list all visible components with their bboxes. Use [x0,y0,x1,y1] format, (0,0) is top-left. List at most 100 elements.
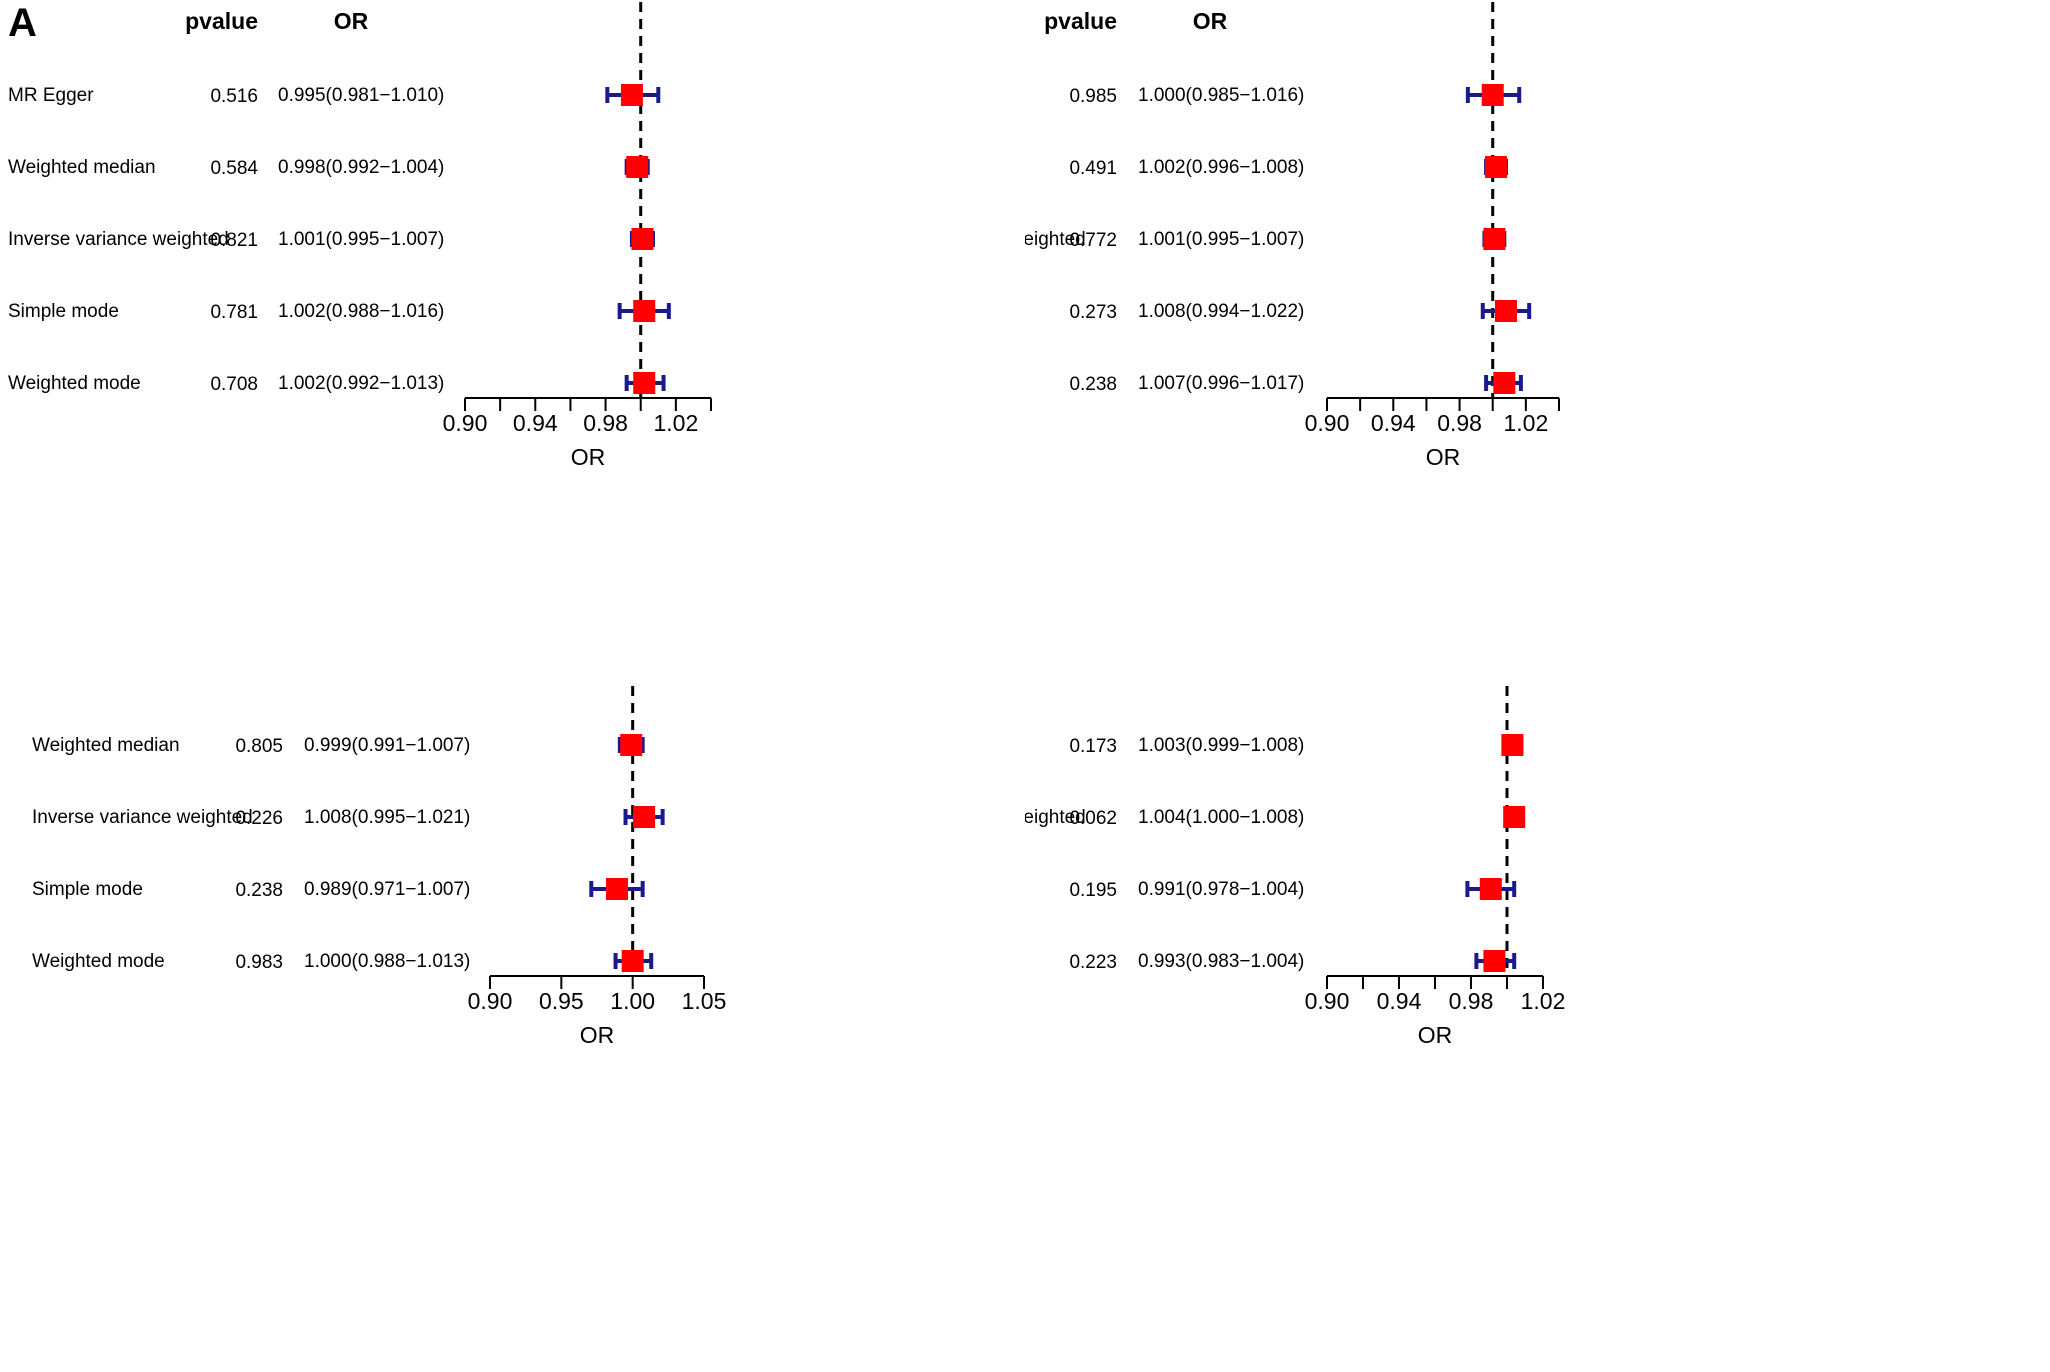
x-axis-title: OR [1426,444,1461,470]
or-ci-text: 0.999(0.991−1.007) [304,735,470,756]
pvalue-text: 0.195 [1069,880,1117,901]
or-point [1483,228,1506,250]
or-ci-text: 1.008(0.995−1.021) [304,807,470,828]
forest-row: Weighted median 0.805 0.999(0.991−1.007) [32,734,645,757]
column-header-pvalue: pvalue [1044,8,1117,34]
or-point [1493,372,1516,394]
column-header-pvalue: pvalue [185,8,258,34]
pvalue-text: 0.985 [1069,86,1117,107]
or-ci-text: 1.004(1.000−1.008) [1138,807,1304,828]
method-label: Inverse variance weighted [32,807,253,828]
pvalue-text: 0.805 [235,736,283,757]
column-header-or: OR [334,8,369,34]
method-label: MR Egger [8,85,94,106]
x-tick-label: 0.94 [513,410,558,436]
method-label: Weighted median [32,735,180,756]
pvalue-text: 0.584 [210,158,258,179]
forest-row: MR Egger 0.516 0.995(0.981−1.010) [8,84,661,107]
or-ci-text: 0.993(0.983−1.004) [1138,951,1304,972]
or-point [605,878,628,900]
x-tick-label: 0.90 [1305,988,1350,1014]
forest-panel-d: DpvalueORMR Egger0.5551.003(0.993−1.012)… [1025,686,2050,1372]
pvalue-text: 0.821 [210,230,258,251]
or-ci-text: 0.991(0.978−1.004) [1138,879,1304,900]
or-ci-text: 1.002(0.988−1.016) [278,301,444,322]
pvalue-text: 0.223 [1069,952,1117,973]
or-ci-text: 1.002(0.996−1.008) [1138,157,1304,178]
forest-row: Weighted median 0.584 0.998(0.992−1.004) [8,156,650,179]
or-point [620,734,643,756]
or-point [1481,84,1504,106]
or-point [1479,878,1502,900]
forest-plot-b: BpvalueORMR Egger0.9851.000(0.985−1.016)… [1025,2,1560,470]
method-label: Weighted mode [32,951,165,972]
x-tick-label: 0.94 [1377,988,1422,1014]
or-point [621,950,644,972]
pvalue-text: 0.983 [235,952,283,973]
or-ci-text: 1.001(0.995−1.007) [278,229,444,250]
method-label: Weighted mode [8,373,141,394]
or-ci-text: 1.002(0.992−1.013) [278,373,444,394]
x-tick-label: 1.02 [653,410,698,436]
or-ci-text: 1.003(0.999−1.008) [1138,735,1304,756]
x-tick-label: 0.95 [539,988,584,1014]
pvalue-text: 0.173 [1069,736,1117,757]
pvalue-text: 0.491 [1069,158,1117,179]
x-tick-label: 0.98 [1437,410,1482,436]
pvalue-text: 0.516 [210,86,258,107]
x-axis-title: OR [1418,1022,1453,1048]
pvalue-text: 0.273 [1069,302,1117,323]
forest-plot-c: CpvalueORMR Egger0.2691.018(0.987−1.050)… [32,686,727,1048]
or-ci-text: 1.008(0.994−1.022) [1138,301,1304,322]
method-label: Inverse variance weighted [1025,807,1086,828]
x-tick-label: 1.00 [610,988,655,1014]
method-label: Simple mode [32,879,143,900]
or-point [1503,806,1526,828]
forest-panel-b: BpvalueORMR Egger0.9851.000(0.985−1.016)… [1025,0,2050,686]
column-header-or: OR [1193,8,1228,34]
x-tick-label: 1.02 [1521,988,1566,1014]
pvalue-text: 0.708 [210,374,258,395]
pvalue-text: 0.781 [210,302,258,323]
method-label: Weighted median [8,157,156,178]
or-ci-text: 0.989(0.971−1.007) [304,879,470,900]
x-tick-label: 0.90 [443,410,488,436]
pvalue-text: 0.226 [235,808,283,829]
pvalue-text: 0.238 [1069,374,1117,395]
or-point [1501,734,1524,756]
pvalue-text: 0.062 [1069,808,1117,829]
x-axis-title: OR [580,1022,615,1048]
forest-row: Simple mode 0.238 0.989(0.971−1.007) [32,878,645,901]
or-ci-text: 1.000(0.988−1.013) [304,951,470,972]
forest-plot-d: DpvalueORMR Egger0.5551.003(0.993−1.012)… [1025,686,1566,1048]
forest-row: Simple mode 0.781 1.002(0.988−1.016) [8,300,671,323]
or-ci-text: 0.998(0.992−1.004) [278,157,444,178]
forest-row: Weighted mode 0.983 1.000(0.988−1.013) [32,950,654,973]
pvalue-text: 0.772 [1069,230,1117,251]
method-label: Simple mode [8,301,119,322]
x-tick-label: 1.02 [1503,410,1548,436]
method-label: Inverse variance weighted [1025,229,1086,250]
forest-row: Weighted mode 0.708 1.002(0.992−1.013) [8,372,666,395]
or-point [1494,300,1517,322]
x-tick-label: 0.98 [1449,988,1494,1014]
panel-letter: A [8,1,37,45]
or-ci-text: 1.001(0.995−1.007) [1138,229,1304,250]
x-tick-label: 1.05 [682,988,727,1014]
or-point [633,806,656,828]
x-tick-label: 0.98 [583,410,628,436]
pvalue-text: 0.238 [235,880,283,901]
or-point [633,300,656,322]
or-point [1485,156,1508,178]
